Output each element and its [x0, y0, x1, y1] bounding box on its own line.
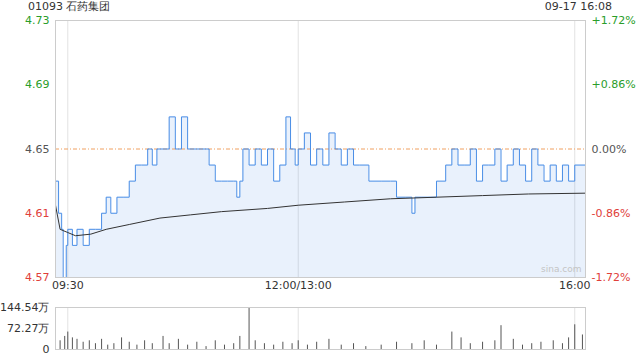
svg-text:72.27万: 72.27万: [7, 322, 50, 335]
svg-text:4.57: 4.57: [25, 271, 50, 284]
svg-text:sina.com: sina.com: [541, 264, 582, 274]
svg-text:4.73: 4.73: [25, 14, 50, 27]
svg-text:09:30: 09:30: [52, 279, 84, 292]
svg-text:-1.72%: -1.72%: [592, 271, 631, 284]
svg-text:0: 0: [43, 343, 50, 356]
html-text:09-17 16:08: 09-17 16:08: [544, 0, 612, 13]
svg-text:4.69: 4.69: [25, 78, 50, 91]
svg-text:16:00: 16:00: [559, 279, 591, 292]
html-text:01093 石药集团: 01093 石药集团: [28, 0, 111, 13]
svg-text:+1.72%: +1.72%: [592, 14, 636, 27]
svg-text:4.65: 4.65: [25, 143, 50, 156]
svg-text:-0.86%: -0.86%: [592, 207, 631, 220]
svg-text:4.61: 4.61: [25, 207, 50, 220]
svg-text:144.54万: 144.54万: [0, 301, 50, 314]
svg-text:+0.86%: +0.86%: [592, 78, 636, 91]
svg-text:12:00/13:00: 12:00/13:00: [265, 279, 332, 292]
svg-text:0.00%: 0.00%: [592, 143, 627, 156]
